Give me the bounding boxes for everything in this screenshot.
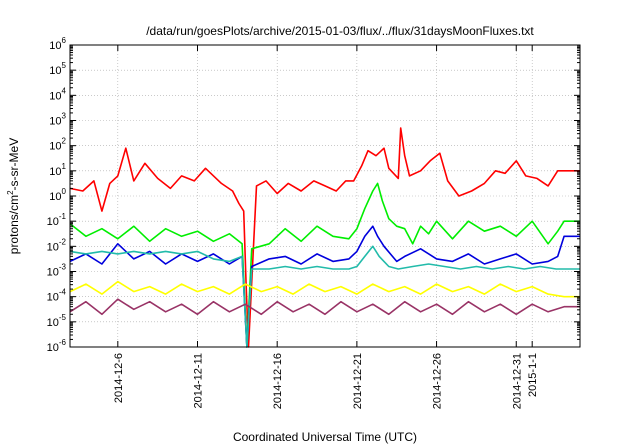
- y-tick-base: 10: [47, 267, 59, 279]
- series-line: [69, 298, 580, 316]
- series-line: [69, 245, 580, 348]
- y-axis: 10-610-510-410-310-210-11001011021031041…: [47, 36, 580, 354]
- y-tick-exponent: 0: [62, 187, 67, 196]
- y-tick-exponent: 1: [62, 162, 67, 171]
- y-tick-label: 102: [49, 137, 66, 153]
- series-group: [69, 127, 580, 348]
- y-tick-exponent: 6: [62, 36, 67, 45]
- series-line: [69, 182, 580, 348]
- y-label-base: protons/cm: [7, 195, 21, 254]
- y-tick-label: 10-2: [47, 237, 67, 253]
- y-tick-exponent: -2: [59, 237, 67, 246]
- y-tick-label: 105: [49, 61, 66, 77]
- y-tick-base: 10: [49, 90, 61, 102]
- y-tick-exponent: -4: [59, 288, 67, 297]
- y-tick-base: 10: [47, 317, 59, 329]
- x-tick-label: 2014-12-11: [193, 353, 205, 408]
- y-tick-base: 10: [49, 65, 61, 77]
- y-tick-base: 10: [49, 116, 61, 128]
- x-tick-label: 2014-12-6: [113, 353, 125, 403]
- x-tick-label: 2014-12-16: [272, 353, 284, 409]
- x-axis-label: Coordinated Universal Time (UTC): [233, 430, 417, 444]
- y-tick-label: 10-4: [47, 288, 67, 304]
- y-tick-label: 10-3: [47, 263, 67, 279]
- series-line: [69, 225, 580, 348]
- y-tick-label: 101: [49, 162, 66, 178]
- y-axis-label: protons/cm2-s-sr-MeV: [6, 138, 21, 254]
- y-label-rest: -s-sr-MeV: [7, 138, 21, 191]
- grid-lines: [70, 45, 580, 347]
- y-tick-label: 10-6: [47, 338, 67, 354]
- y-tick-exponent: -5: [59, 313, 67, 322]
- y-tick-label: 100: [49, 187, 66, 203]
- y-tick-label: 106: [49, 36, 66, 52]
- y-tick-exponent: -1: [59, 212, 67, 221]
- y-tick-label: 104: [49, 86, 66, 102]
- y-tick-base: 10: [47, 292, 59, 304]
- x-tick-label: 2015-1-1: [527, 353, 539, 397]
- y-tick-base: 10: [49, 166, 61, 178]
- x-tick-label: 2014-12-31: [511, 353, 523, 409]
- y-tick-base: 10: [49, 191, 61, 203]
- y-tick-base: 10: [49, 40, 61, 52]
- y-tick-exponent: -3: [59, 263, 67, 272]
- x-tick-label: 2014-12-26: [432, 353, 444, 409]
- series-line: [69, 127, 580, 348]
- y-tick-label: 103: [49, 112, 66, 128]
- y-label-superscript: 2: [6, 190, 15, 195]
- y-tick-base: 10: [47, 216, 59, 228]
- chart-title: /data/run/goesPlots/archive/2015-01-03/f…: [146, 24, 534, 38]
- y-tick-label: 10-5: [47, 313, 67, 329]
- y-tick-exponent: 3: [62, 112, 67, 121]
- x-axis: 2014-12-6 2014-12-11 2014-12-16 2014-12-21 2…: [113, 45, 539, 409]
- y-tick-exponent: 4: [62, 86, 67, 95]
- y-tick-base: 10: [47, 342, 59, 354]
- y-tick-exponent: 5: [62, 61, 67, 70]
- y-tick-exponent: 2: [62, 137, 67, 146]
- x-tick-label: 2014-12-21: [352, 353, 364, 409]
- y-tick-base: 10: [49, 141, 61, 153]
- y-tick-exponent: -6: [59, 338, 67, 347]
- y-tick-base: 10: [47, 241, 59, 253]
- y-tick-label: 10-1: [47, 212, 67, 228]
- series-line: [69, 280, 580, 298]
